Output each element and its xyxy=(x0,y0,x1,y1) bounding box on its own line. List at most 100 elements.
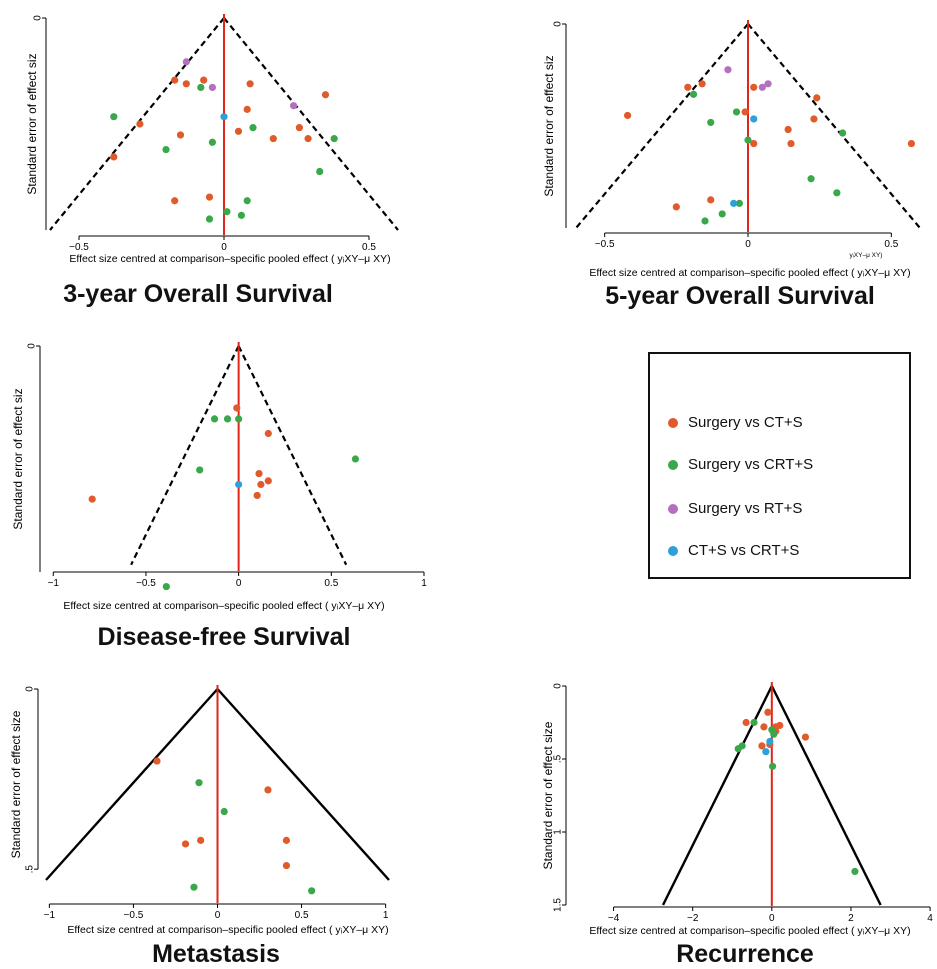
y-axis-label: Standard error of effect siz xyxy=(25,53,39,194)
x-tick-label: 0 xyxy=(236,578,242,589)
legend-swatch-surgery-vs-rt-s xyxy=(668,503,678,514)
legend-item: CT+S vs CRT+S xyxy=(668,542,799,559)
data-point xyxy=(807,175,815,183)
data-point xyxy=(197,83,205,92)
caption-recurrence: Recurrence xyxy=(676,940,814,968)
data-point xyxy=(698,80,706,88)
x-tick-label: 0 xyxy=(745,239,751,250)
data-point xyxy=(351,455,360,463)
data-point xyxy=(750,139,758,148)
data-point xyxy=(243,197,251,205)
x-tick-label: 0.5 xyxy=(362,242,376,253)
data-point xyxy=(257,480,265,489)
x-tick-label: −2 xyxy=(687,913,699,924)
data-point xyxy=(764,80,772,88)
x-tick-label: −0.5 xyxy=(69,242,89,253)
data-point xyxy=(810,115,818,123)
data-point xyxy=(732,108,741,116)
x-tick-label: −0.5 xyxy=(595,239,615,250)
data-point xyxy=(742,718,750,727)
legend-swatch-surgery-vs-ct-s xyxy=(668,417,678,428)
data-point xyxy=(750,83,758,91)
caption-disease-free-survival: Disease-free Survival xyxy=(97,623,351,651)
data-point xyxy=(200,76,208,84)
data-point xyxy=(851,867,859,876)
data-point xyxy=(290,102,298,110)
funnel-left-line xyxy=(45,688,219,881)
data-point xyxy=(233,404,241,412)
data-point xyxy=(171,76,179,84)
x-tick-label: 0 xyxy=(215,910,221,921)
data-point xyxy=(235,415,243,423)
legend-item: Surgery vs RT+S xyxy=(668,500,802,517)
data-point xyxy=(769,762,777,770)
data-point xyxy=(741,108,749,116)
data-point xyxy=(182,58,190,66)
funnel-right-line xyxy=(223,17,399,231)
y-tick-label: .5 xyxy=(553,754,564,763)
x-axis-small-label: yᵢXY–μ XY) xyxy=(850,252,883,259)
data-point xyxy=(833,189,841,197)
legend-label: Surgery vs RT+S xyxy=(688,500,803,517)
data-point xyxy=(295,124,303,132)
data-point xyxy=(624,111,632,120)
data-point xyxy=(220,113,228,121)
data-point xyxy=(110,113,118,121)
data-point xyxy=(162,145,170,154)
data-point xyxy=(253,491,261,500)
data-point xyxy=(220,807,228,816)
data-point xyxy=(249,124,257,132)
x-axis-label: Effect size centred at comparison–specif… xyxy=(67,924,388,936)
data-point xyxy=(205,215,214,223)
x-tick-label: −1 xyxy=(48,578,60,589)
x-tick-label: 0 xyxy=(221,242,227,253)
data-point xyxy=(787,139,795,148)
funnel-right-line xyxy=(237,345,348,566)
caption-5-year-os: 5-year Overall Survival xyxy=(605,282,875,310)
y-axis-label: Standard error of effect siz xyxy=(11,388,25,529)
data-point xyxy=(707,196,715,204)
legend: Surgery vs CT+S Surgery vs CRT+S Surgery… xyxy=(648,352,911,579)
data-point xyxy=(264,786,272,794)
legend-label: Surgery vs CT+S xyxy=(688,414,803,431)
y-tick-label: 1 xyxy=(553,829,564,835)
data-point xyxy=(264,429,272,438)
data-point xyxy=(197,836,205,844)
data-point xyxy=(234,127,243,135)
data-point xyxy=(907,139,916,148)
data-point xyxy=(734,745,742,753)
data-point xyxy=(766,737,774,746)
data-point xyxy=(190,883,198,891)
data-point xyxy=(208,83,216,92)
legend-item: Surgery vs CRT+S xyxy=(668,456,813,473)
data-point xyxy=(237,211,245,219)
y-tick-label: .5 xyxy=(25,865,36,874)
funnel-left-line xyxy=(575,23,749,229)
data-point xyxy=(321,91,330,99)
data-point xyxy=(813,94,821,102)
legend-label: CT+S vs CRT+S xyxy=(688,542,800,559)
legend-swatch-surgery-vs-crt-s xyxy=(668,459,678,470)
data-point xyxy=(208,138,216,146)
data-point xyxy=(839,129,847,137)
y-axis-label: Standard error of effect size xyxy=(541,721,555,869)
caption-3-year-os: 3-year Overall Survival xyxy=(63,280,333,308)
data-point xyxy=(784,125,792,134)
legend-item: Surgery vs CT+S xyxy=(668,414,803,431)
data-point xyxy=(88,495,96,503)
x-tick-label: −0.5 xyxy=(124,910,144,921)
data-point xyxy=(196,466,204,474)
data-point xyxy=(770,730,778,738)
x-tick-label: 2 xyxy=(848,913,854,924)
x-tick-label: 0.5 xyxy=(324,578,338,589)
data-point xyxy=(195,779,203,787)
x-tick-label: 0 xyxy=(769,913,775,924)
y-tick-label: 1.5 xyxy=(553,898,564,912)
data-point xyxy=(264,477,272,485)
data-point xyxy=(110,153,118,161)
data-point xyxy=(162,582,170,591)
data-point xyxy=(182,80,190,88)
